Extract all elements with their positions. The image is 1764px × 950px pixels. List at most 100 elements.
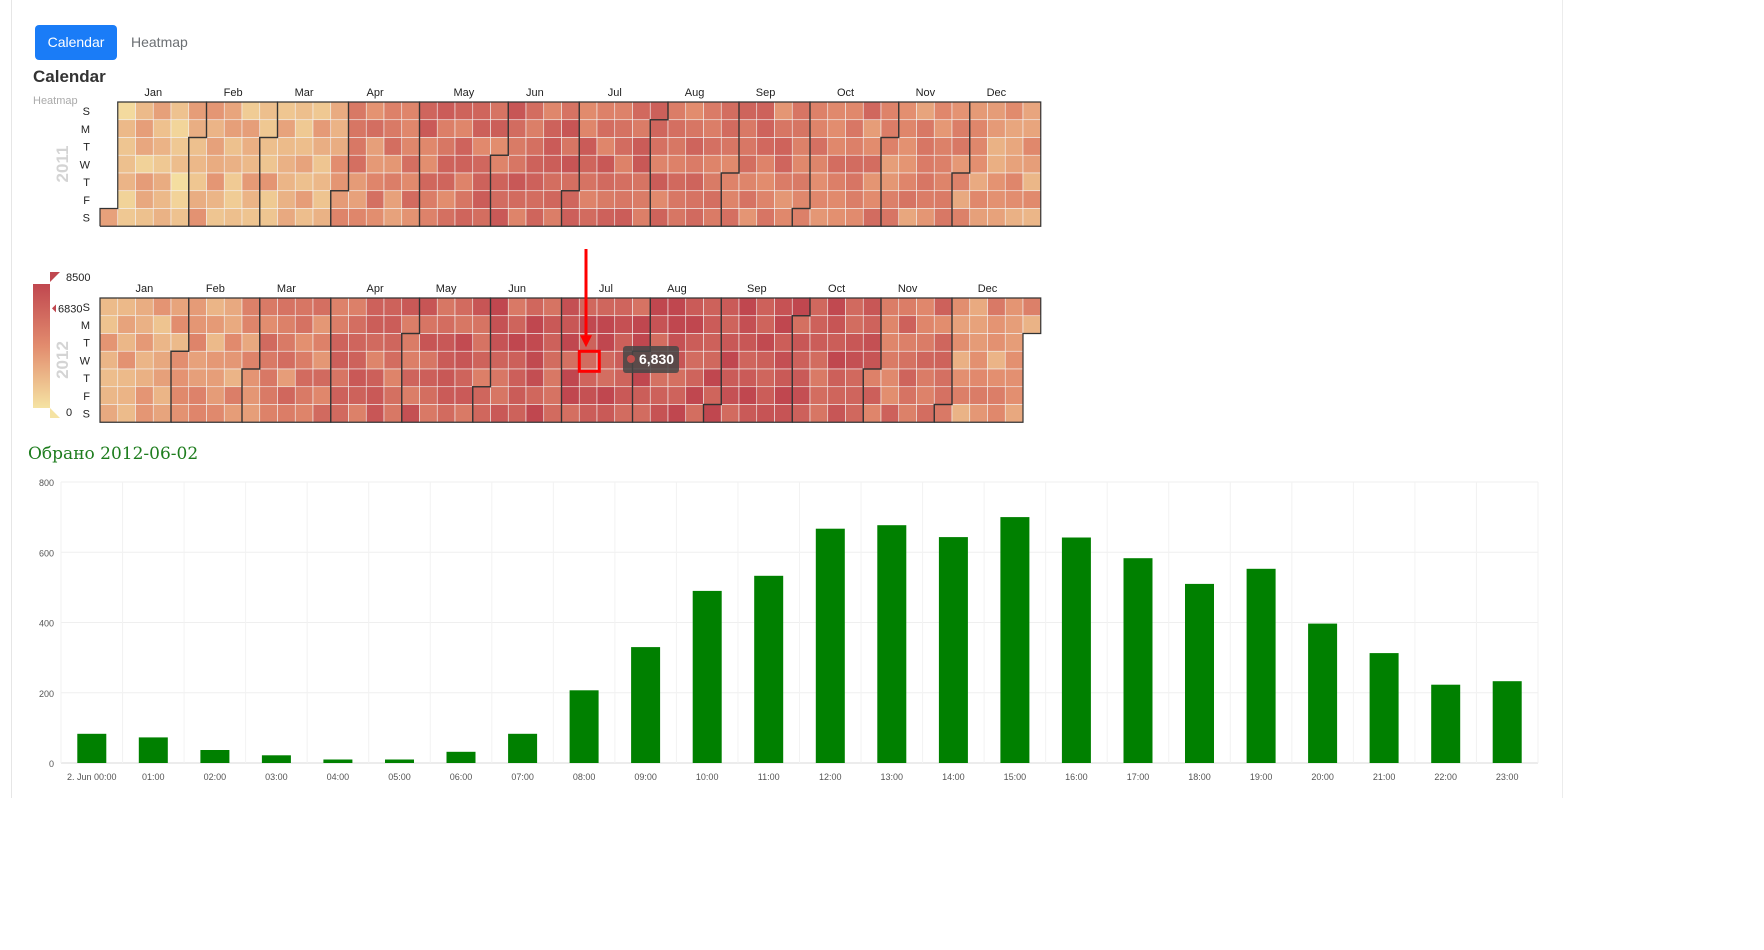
bar [446, 751, 476, 763]
calendar-day-cell [703, 154, 722, 174]
calendar-day-cell [135, 297, 154, 317]
calendar-day-cell [223, 368, 243, 388]
calendar-day-cell [152, 190, 172, 209]
calendar-day-cell [170, 386, 190, 405]
calendar-day-cell [507, 368, 527, 388]
calendar-day-cell [294, 350, 314, 370]
calendar-day-cell [862, 333, 882, 352]
calendar-day-cell [419, 119, 438, 138]
calendar-day-cell [507, 119, 527, 138]
calendar-day-cell [294, 333, 314, 352]
calendar-day-cell [419, 137, 438, 156]
calendar-day-cell [720, 386, 740, 405]
chart-title: Calendar [33, 67, 106, 86]
calendar-day-cell [774, 350, 793, 370]
calendar-day-cell [720, 350, 740, 370]
calendar-day-cell [703, 208, 722, 227]
calendar-day-cell [738, 386, 758, 405]
calendar-day-cell [738, 350, 758, 370]
x-tick-label: 04:00 [327, 772, 350, 782]
calendar-day-cell [277, 119, 296, 138]
calendar-day-cell [170, 350, 190, 370]
calendar-day-cell [206, 208, 225, 227]
calendar-day-cell [135, 101, 154, 121]
calendar-day-cell [507, 315, 527, 334]
calendar-day-cell [543, 333, 562, 352]
month-label: Apr [367, 87, 384, 99]
calendar-day-cell [916, 119, 935, 138]
calendar-day-cell [756, 208, 775, 227]
calendar-day-cell [117, 137, 136, 156]
calendar-day-cell [188, 208, 207, 227]
calendar-day-cell [348, 368, 367, 388]
month-label: Jun [508, 283, 526, 295]
chart-subtitle: Heatmap [33, 95, 78, 107]
calendar-day-cell [507, 333, 527, 352]
calendar-day-cell [685, 368, 704, 388]
calendar-day-cell [223, 101, 243, 121]
calendar-day-cell [223, 297, 243, 317]
calendar-day-cell [578, 404, 598, 423]
calendar-day-cell [1004, 386, 1024, 405]
bar [1123, 558, 1153, 763]
calendar-day-cell [312, 315, 332, 334]
calendar-day-cell [791, 404, 811, 423]
calendar-day-cell [259, 154, 278, 174]
calendar-day-cell [827, 333, 846, 352]
calendar-day-cell [170, 368, 190, 388]
bar [1492, 681, 1522, 763]
legend-min-label: 0 [66, 407, 72, 419]
month-label: Jan [136, 283, 154, 295]
calendar-day-cell [916, 350, 935, 370]
calendar-day-cell [188, 119, 207, 138]
calendar-day-cell [206, 404, 225, 423]
calendar-day-cell [294, 386, 314, 405]
calendar-day-cell [525, 315, 545, 334]
x-tick-label: 02:00 [204, 772, 227, 782]
calendar-day-cell [933, 154, 953, 174]
tab-calendar[interactable]: Calendar [35, 25, 117, 60]
calendar-day-cell [862, 137, 882, 156]
calendar-day-cell [756, 315, 775, 334]
calendar-day-cell [330, 101, 349, 121]
calendar-day-cell [898, 386, 917, 405]
calendar-day-cell [951, 190, 971, 209]
calendar-day-cell [578, 137, 598, 156]
bar [569, 690, 599, 763]
calendar-day-cell [277, 208, 296, 227]
calendar-day-cell [365, 154, 385, 174]
calendar-day-cell [596, 172, 616, 192]
calendar-day-cell [791, 297, 811, 317]
calendar-day-cell [880, 333, 900, 352]
calendar-day-cell [987, 350, 1006, 370]
calendar-day-cell [117, 333, 136, 352]
x-tick-label: 19:00 [1250, 772, 1273, 782]
legend-max-label: 8500 [66, 272, 90, 284]
calendar-day-cell [436, 315, 456, 334]
calendar-day-cell [330, 333, 349, 352]
calendar-day-cell [472, 315, 491, 334]
calendar-day-cell [223, 119, 243, 138]
calendar-day-cell [206, 137, 225, 156]
calendar-day-cell [969, 190, 988, 209]
calendar-day-cell [969, 333, 988, 352]
pointer-arrowhead [580, 335, 592, 348]
calendar-day-cell [188, 137, 207, 156]
calendar-day-cell [330, 404, 349, 423]
calendar-day-cell [312, 350, 332, 370]
calendar-day-cell [152, 101, 172, 121]
tab-heatmap[interactable]: Heatmap [131, 34, 188, 50]
calendar-day-cell [294, 190, 314, 209]
calendar-day-cell [472, 368, 491, 388]
calendar-day-cell [454, 350, 474, 370]
calendar-day-cell [809, 101, 829, 121]
calendar-day-cell [614, 386, 633, 405]
calendar-day-cell [188, 172, 207, 192]
calendar-day-cell [862, 315, 882, 334]
calendar-day-cell [951, 172, 971, 192]
calendar-day-cell [472, 101, 491, 121]
calendar-day-cell [578, 386, 598, 405]
calendar-day-cell [543, 137, 562, 156]
calendar-day-cell [348, 315, 367, 334]
calendar-day-cell [667, 315, 687, 334]
